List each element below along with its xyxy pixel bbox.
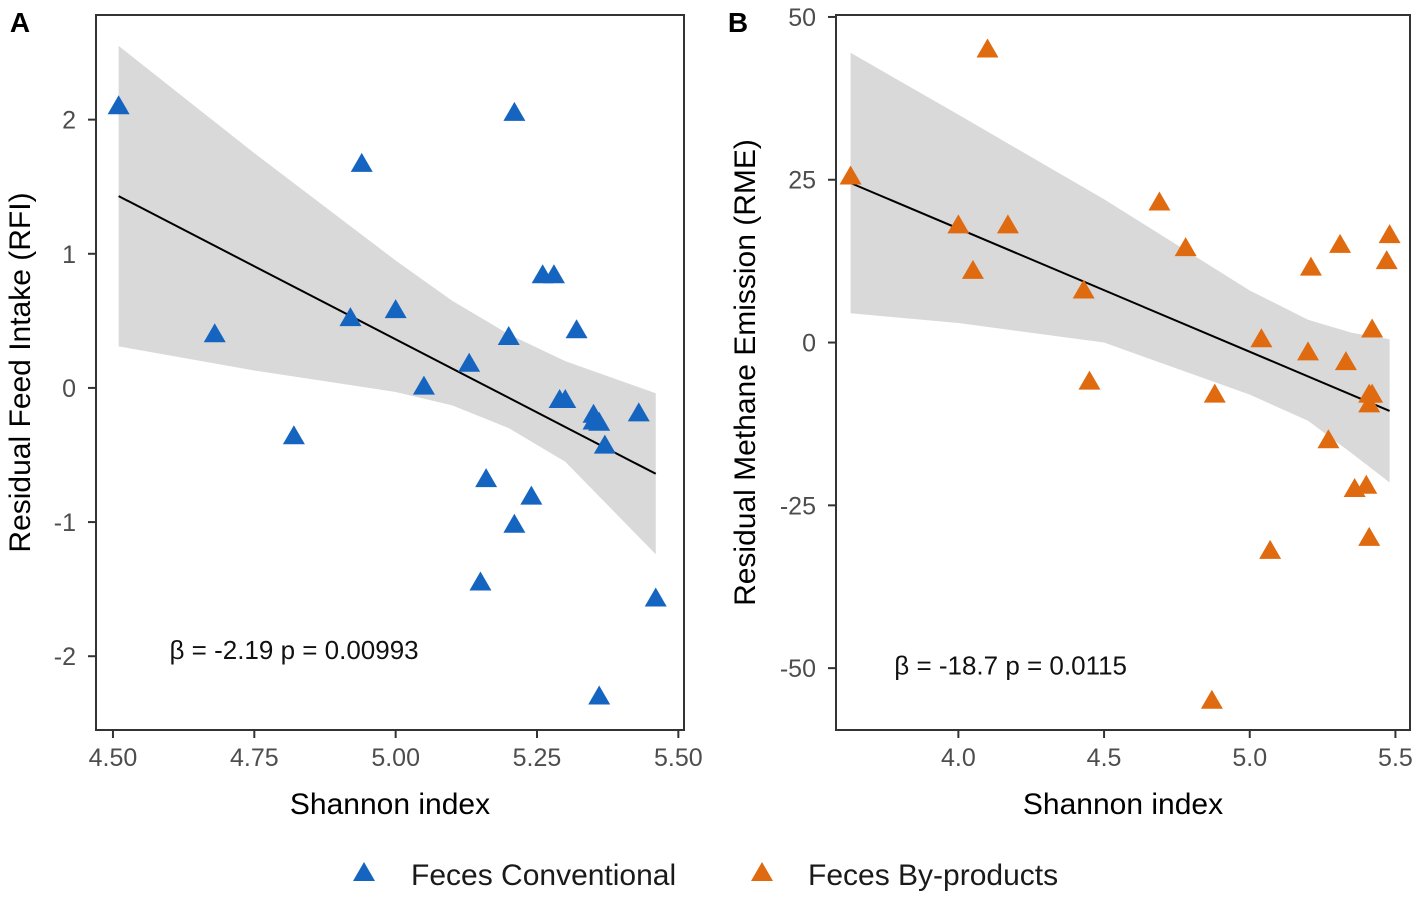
data-point	[1259, 539, 1282, 559]
regression-line-a	[118, 195, 657, 475]
legend-byproducts-marker	[751, 862, 773, 881]
y-axis-title-a: Residual Feed Intake (RFI)	[4, 192, 37, 552]
data-point	[469, 571, 492, 591]
data-point	[593, 434, 616, 454]
data-point	[339, 307, 362, 327]
y-tick-label: 50	[788, 4, 816, 32]
data-point	[996, 214, 1019, 234]
y-tick-label: -25	[780, 492, 816, 520]
panel-label-a: A	[10, 7, 30, 38]
data-point	[520, 485, 543, 505]
data-point	[1072, 279, 1095, 299]
x-axis-title-a: Shannon index	[290, 788, 490, 821]
data-point	[1378, 224, 1401, 244]
legend-conventional-label: Feces Conventional	[411, 859, 676, 892]
data-point	[1375, 250, 1398, 270]
data-point	[203, 323, 226, 343]
confidence-band-b	[850, 52, 1390, 483]
data-point	[554, 389, 577, 408]
data-point	[1299, 256, 1322, 276]
legend-byproducts-label: Feces By-products	[808, 859, 1058, 892]
data-point	[503, 513, 526, 533]
x-tick-label: 5.5	[1378, 744, 1413, 772]
data-point	[1200, 689, 1223, 709]
x-tick-label: 5.50	[654, 744, 703, 772]
x-tick-label: 4.5	[1087, 744, 1122, 772]
y-tick-label: 0	[802, 330, 816, 358]
data-point	[839, 165, 862, 185]
plot-frame-b	[835, 14, 1411, 731]
x-tick-label: 4.75	[230, 744, 279, 772]
y-tick-label: 2	[62, 107, 76, 135]
legend-conventional-marker	[353, 862, 375, 881]
x-tick-label: 4.50	[89, 744, 138, 772]
x-tick-label: 4.0	[941, 744, 976, 772]
data-point	[1317, 429, 1340, 449]
data-point	[1078, 370, 1101, 390]
data-point	[1250, 328, 1273, 348]
x-tick-label: 5.25	[513, 744, 562, 772]
data-point	[458, 352, 481, 372]
legend: Feces Conventional Feces By-products	[353, 859, 1058, 892]
data-point	[1361, 318, 1384, 338]
x-tick-label: 5.00	[371, 744, 420, 772]
confidence-band-a	[118, 45, 656, 555]
y-tick-label: -2	[54, 643, 76, 671]
x-axis-title-b: Shannon index	[1023, 788, 1223, 821]
data-point	[542, 264, 565, 284]
data-point	[1355, 474, 1378, 494]
y-tick-label: 0	[62, 375, 76, 403]
data-point	[1297, 341, 1320, 361]
y-axis-title-b: Residual Methane Emission (RME)	[729, 139, 762, 606]
y-tick-label: -50	[780, 655, 816, 683]
data-point	[961, 259, 984, 279]
data-point	[1361, 383, 1384, 403]
data-point	[588, 685, 611, 705]
data-point	[282, 425, 305, 445]
data-point	[497, 325, 520, 345]
data-point	[107, 95, 130, 115]
y-tick-label: 25	[788, 167, 816, 195]
data-point	[976, 38, 999, 58]
data-point	[1174, 237, 1197, 257]
panel-a: Aβ = -2.19 p = 0.00993 4.50 4.75 5.00 5.25 5.…	[4, 7, 703, 821]
stats-annotation-a: β = -2.19 p = 0.00993	[170, 635, 419, 665]
data-point	[1358, 526, 1381, 546]
plot-frame-a	[95, 14, 685, 731]
data-point	[1148, 191, 1171, 211]
data-point	[1329, 233, 1352, 253]
data-point	[350, 152, 373, 172]
data-point	[947, 214, 970, 234]
data-point	[1203, 383, 1226, 403]
data-point	[588, 411, 611, 431]
panel-label-b: B	[728, 7, 748, 38]
regression-line-b	[850, 182, 1390, 412]
stats-annotation-b: β = -18.7 p = 0.0115	[894, 651, 1127, 681]
data-point	[1358, 393, 1381, 413]
y-tick-label: -1	[54, 509, 76, 537]
data-point	[1334, 351, 1357, 371]
data-point	[384, 299, 407, 319]
data-point	[503, 101, 526, 121]
data-point	[475, 468, 498, 488]
y-tick-label: 1	[62, 241, 76, 269]
data-point	[412, 375, 435, 395]
panel-b: Bβ = -18.7 p = 0.0115 4.0 4.5 5.0 5.5 -50 -25 0…	[728, 4, 1413, 821]
x-tick-label: 5.0	[1232, 744, 1267, 772]
data-point	[644, 587, 667, 607]
data-point	[627, 402, 650, 422]
data-point	[565, 319, 588, 339]
